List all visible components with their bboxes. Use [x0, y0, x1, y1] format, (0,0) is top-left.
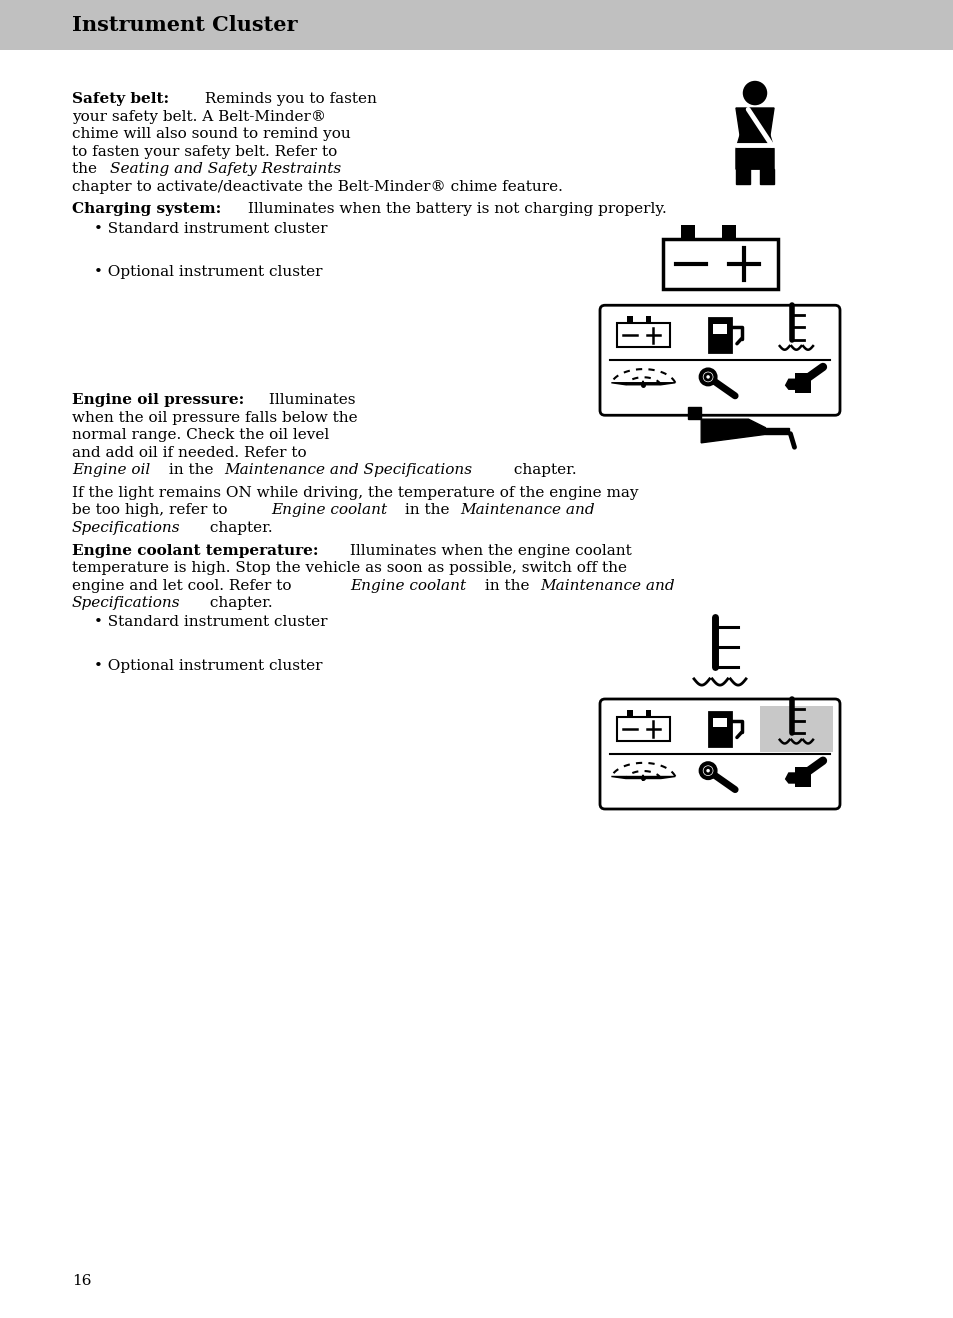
- Polygon shape: [785, 380, 794, 389]
- Text: • Optional instrument cluster: • Optional instrument cluster: [94, 659, 322, 673]
- Text: Illuminates when the battery is not charging properly.: Illuminates when the battery is not char…: [243, 202, 666, 216]
- Bar: [661, 239, 777, 289]
- Bar: [616, 717, 669, 741]
- Text: temperature is high. Stop the vehicle as soon as possible, switch off the: temperature is high. Stop the vehicle as…: [71, 561, 626, 575]
- Polygon shape: [700, 419, 764, 443]
- Polygon shape: [735, 108, 773, 136]
- Bar: [627, 709, 632, 717]
- Text: Maintenance and Specifications: Maintenance and Specifications: [224, 463, 472, 477]
- Text: chapter.: chapter.: [205, 596, 273, 610]
- Circle shape: [700, 369, 715, 385]
- Bar: [721, 224, 736, 239]
- Text: 16: 16: [71, 1275, 91, 1288]
- Text: Instrument Cluster: Instrument Cluster: [71, 14, 297, 36]
- Text: Engine coolant: Engine coolant: [350, 579, 466, 593]
- Bar: [760, 706, 832, 753]
- Circle shape: [704, 374, 711, 380]
- Text: Illuminates: Illuminates: [264, 393, 355, 407]
- Text: and add oil if needed. Refer to: and add oil if needed. Refer to: [71, 445, 306, 460]
- Polygon shape: [764, 427, 788, 435]
- Circle shape: [704, 767, 711, 774]
- Polygon shape: [735, 136, 773, 169]
- Text: to fasten your safety belt. Refer to: to fasten your safety belt. Refer to: [71, 145, 337, 158]
- Text: • Standard instrument cluster: • Standard instrument cluster: [94, 221, 327, 236]
- Text: Safety belt:: Safety belt:: [71, 92, 169, 105]
- Text: Charging system:: Charging system:: [71, 202, 221, 216]
- Bar: [616, 323, 669, 348]
- Text: Engine oil pressure:: Engine oil pressure:: [71, 393, 244, 407]
- Bar: [680, 224, 694, 239]
- Text: normal range. Check the oil level: normal range. Check the oil level: [71, 428, 329, 442]
- Text: your safety belt. A Belt-Minder®: your safety belt. A Belt-Minder®: [71, 109, 326, 124]
- Bar: [645, 316, 651, 323]
- Text: If the light remains ON while driving, the temperature of the engine may: If the light remains ON while driving, t…: [71, 486, 638, 500]
- Bar: [627, 316, 632, 323]
- Bar: [794, 373, 810, 393]
- Text: chapter.: chapter.: [509, 463, 576, 477]
- Bar: [712, 718, 726, 728]
- Text: Engine coolant: Engine coolant: [271, 503, 387, 517]
- Text: Illuminates when the engine coolant: Illuminates when the engine coolant: [345, 543, 631, 558]
- Bar: [712, 324, 726, 333]
- Text: the: the: [71, 162, 102, 177]
- FancyBboxPatch shape: [599, 699, 840, 809]
- Bar: [645, 709, 651, 717]
- FancyBboxPatch shape: [599, 306, 840, 415]
- Text: engine and let cool. Refer to: engine and let cool. Refer to: [71, 579, 296, 593]
- Bar: [794, 767, 810, 787]
- Text: when the oil pressure falls below the: when the oil pressure falls below the: [71, 410, 357, 424]
- Polygon shape: [735, 169, 749, 185]
- Text: in the: in the: [399, 503, 454, 517]
- Bar: [0, 0, 953, 50]
- Text: Engine coolant temperature:: Engine coolant temperature:: [71, 543, 318, 558]
- Polygon shape: [785, 772, 794, 783]
- Polygon shape: [611, 382, 675, 385]
- Text: Engine oil: Engine oil: [71, 463, 150, 477]
- Circle shape: [742, 80, 766, 105]
- Text: in the: in the: [164, 463, 218, 477]
- Polygon shape: [611, 776, 675, 779]
- Text: chime will also sound to remind you: chime will also sound to remind you: [71, 127, 351, 141]
- Text: Seating and Safety Restraints: Seating and Safety Restraints: [110, 162, 341, 177]
- Text: • Standard instrument cluster: • Standard instrument cluster: [94, 616, 327, 629]
- Bar: [708, 712, 730, 746]
- Text: in the: in the: [479, 579, 534, 593]
- Circle shape: [700, 763, 715, 778]
- Text: Maintenance and: Maintenance and: [459, 503, 594, 517]
- Text: chapter.: chapter.: [205, 521, 273, 535]
- Bar: [708, 319, 730, 352]
- Text: Specifications: Specifications: [71, 521, 180, 535]
- Text: Maintenance and: Maintenance and: [539, 579, 674, 593]
- Polygon shape: [760, 169, 773, 185]
- Text: be too high, refer to: be too high, refer to: [71, 503, 233, 517]
- Text: Specifications: Specifications: [71, 596, 180, 610]
- Polygon shape: [687, 407, 700, 419]
- Text: Reminds you to fasten: Reminds you to fasten: [200, 92, 376, 105]
- Text: • Optional instrument cluster: • Optional instrument cluster: [94, 265, 322, 279]
- Text: chapter to activate/deactivate the Belt-Minder® chime feature.: chapter to activate/deactivate the Belt-…: [71, 179, 562, 194]
